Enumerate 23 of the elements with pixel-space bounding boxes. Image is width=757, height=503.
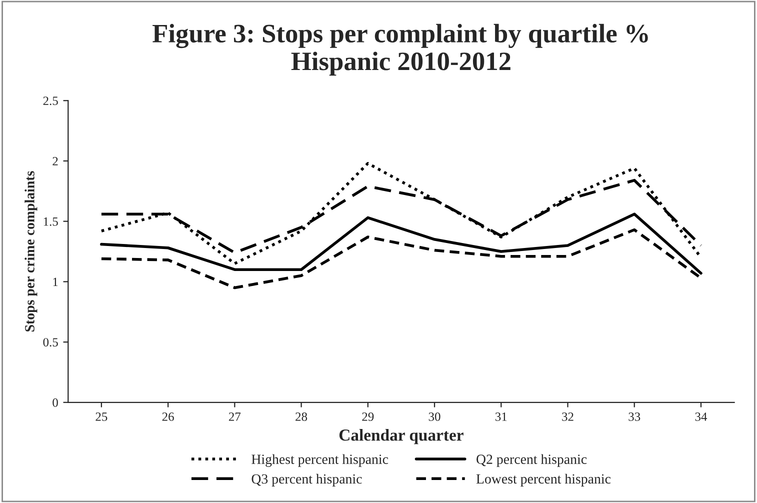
y-tick-label: 2.5: [43, 96, 58, 106]
x-tick-label: 28: [296, 412, 308, 421]
x-tick-label: 33: [628, 412, 640, 421]
legend-label: Lowest percent hispanic: [476, 474, 611, 486]
x-tick-label: 26: [162, 412, 174, 421]
x-axis-title: Calendar quarter: [339, 429, 464, 444]
x-tick-label: 29: [362, 412, 374, 421]
x-tick-label: 32: [562, 412, 574, 421]
chart-title: Figure 3: Stops per complaint by quartile % Hispanic 2010-2012: [152, 24, 648, 76]
x-tick-label: 34: [695, 412, 708, 421]
x-tick-label: 25: [96, 412, 108, 421]
y-tick-label: 0: [52, 398, 58, 407]
y-tick-label: 2: [52, 157, 58, 166]
legend-label: Highest percent hispanic: [252, 454, 388, 467]
x-tick-label: 27: [228, 412, 241, 421]
y-tick-label: 1: [53, 278, 58, 286]
y-axis-title: Stops per crime complaints: [24, 171, 38, 332]
y-tick-label: 0.5: [43, 338, 58, 347]
y-tick-label: 1.5: [44, 217, 58, 226]
legend-label: Q2 percent hispanic: [476, 454, 587, 467]
x-tick-label: 30: [428, 412, 440, 421]
legend-label: Q3 percent hispanic: [252, 474, 362, 486]
x-tick-label: 31: [495, 412, 507, 421]
